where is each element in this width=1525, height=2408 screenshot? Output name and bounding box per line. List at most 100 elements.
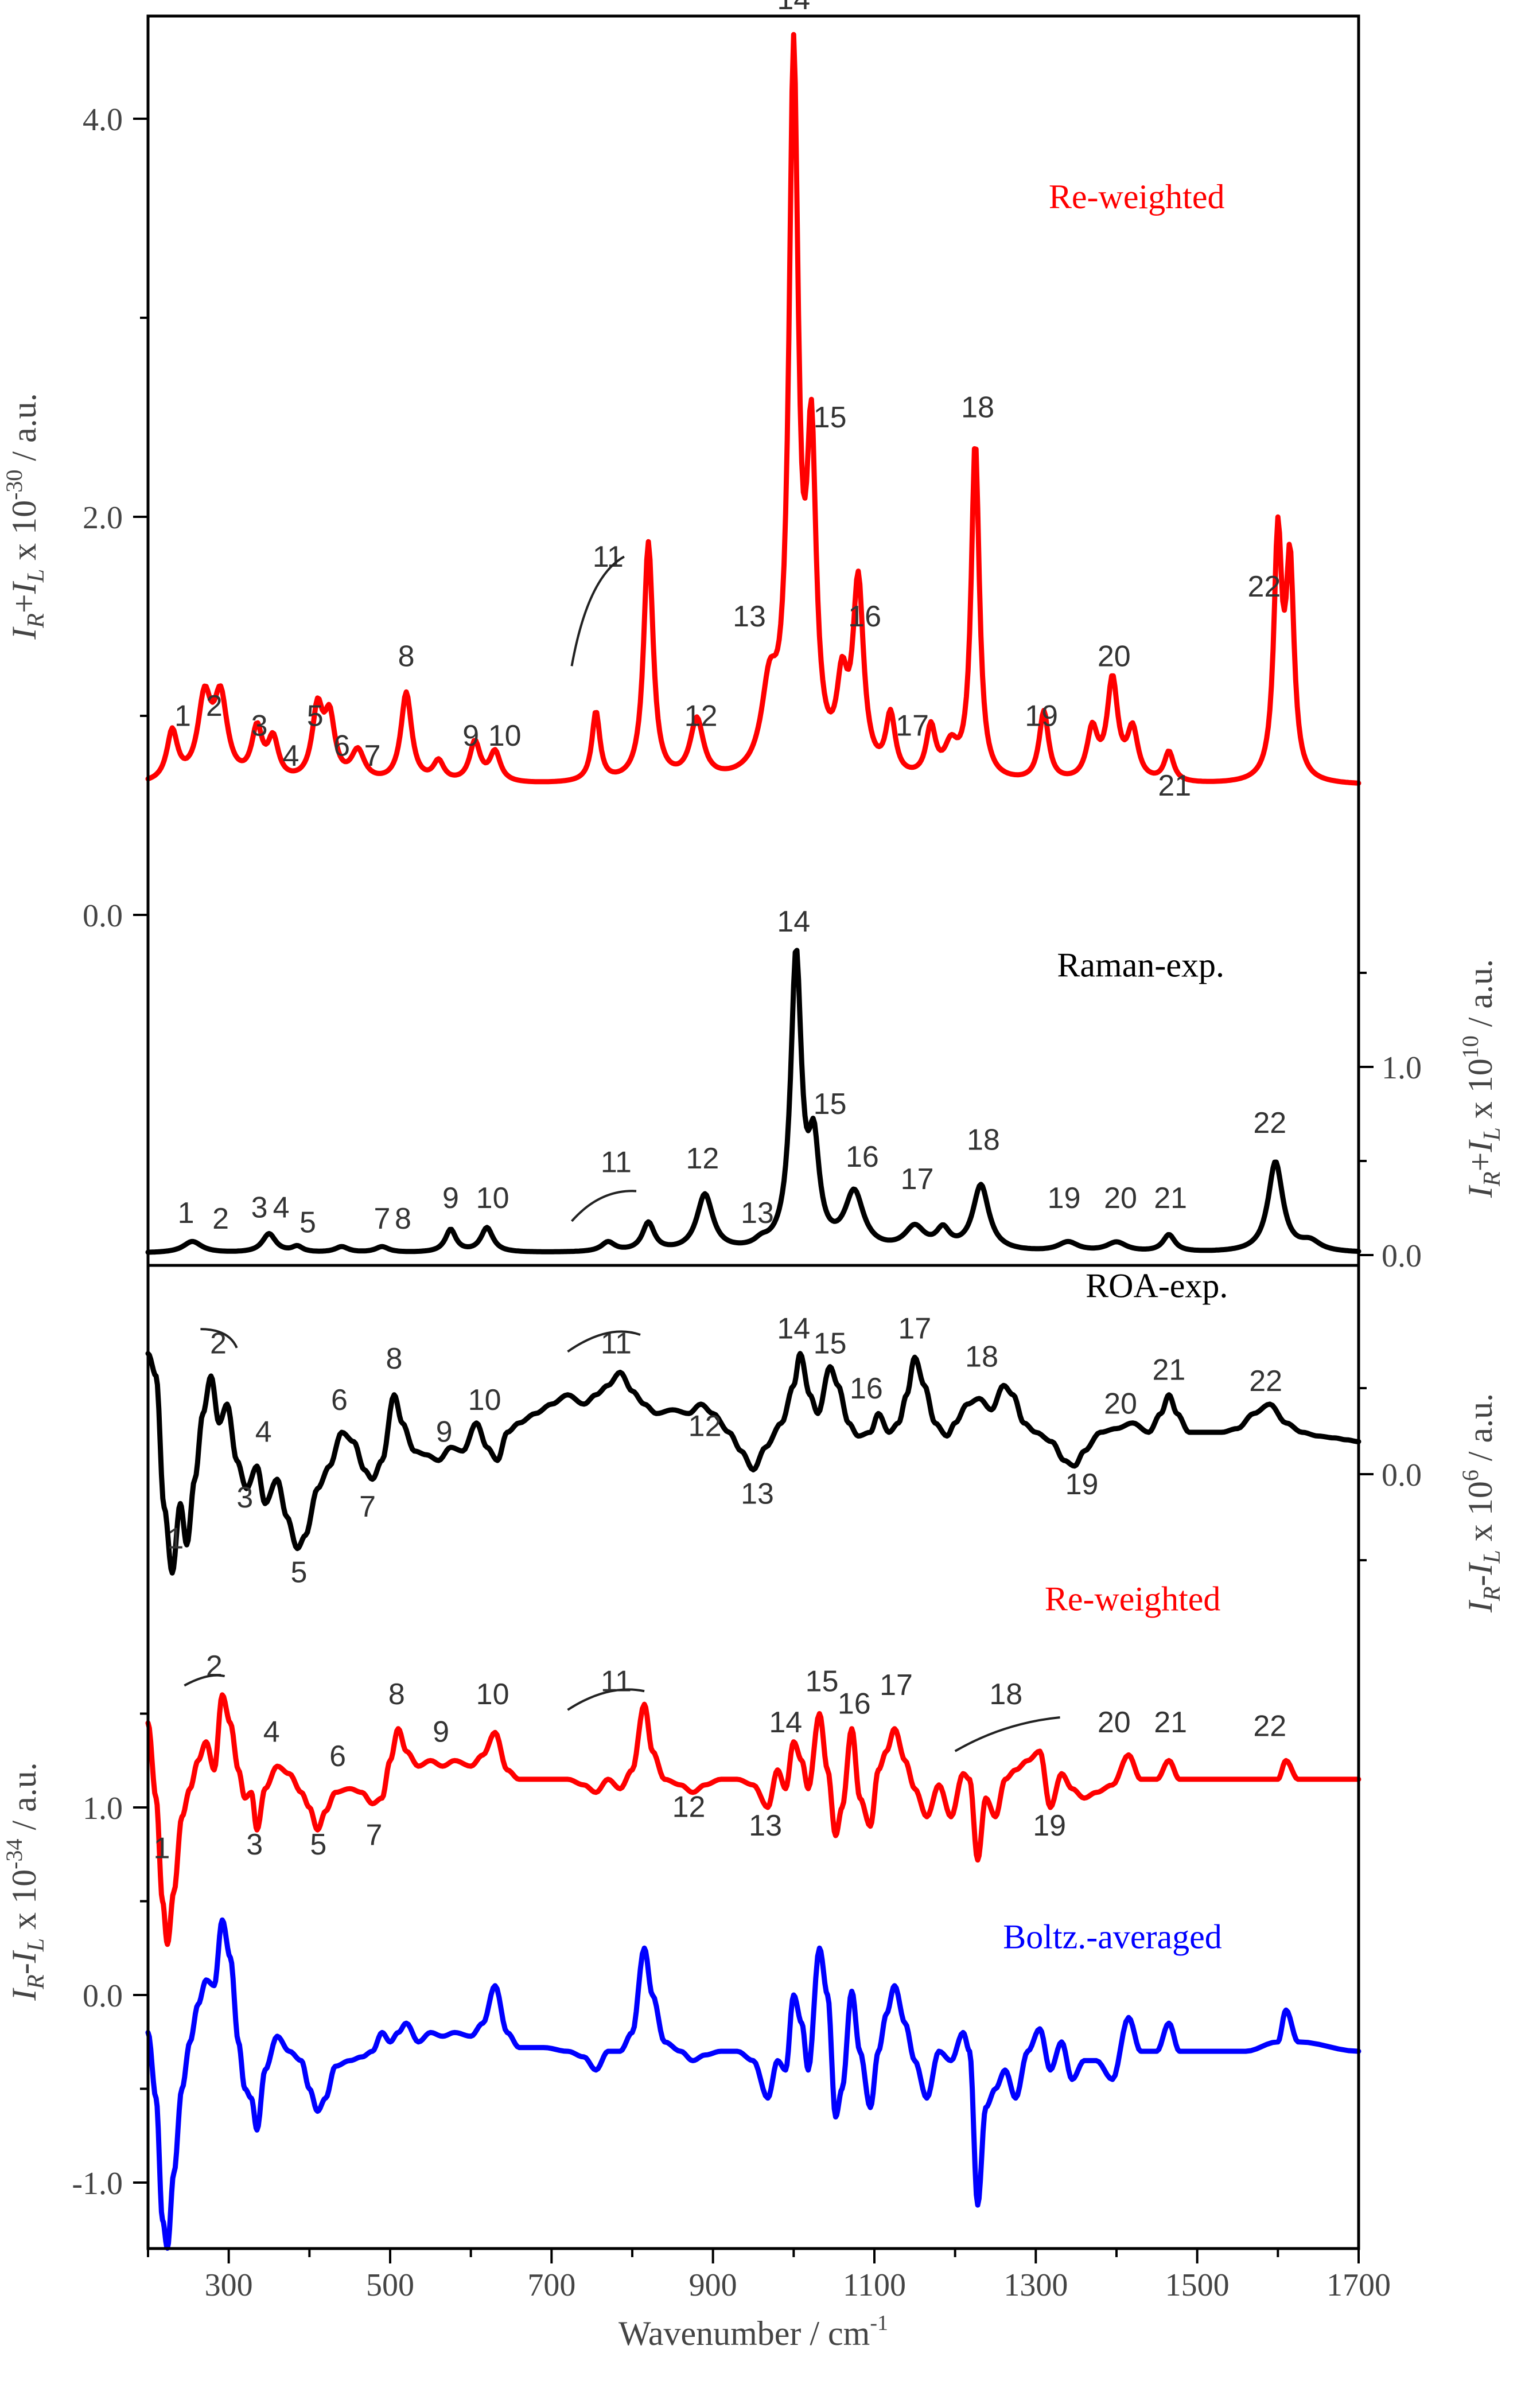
raman-exp-peak-label-15: 15 — [814, 1088, 847, 1121]
reweighted-roa-peak-label-5: 5 — [310, 1828, 326, 1861]
reweighted-raman-peak-label-15: 15 — [814, 401, 847, 434]
roa-right-axis-title-part: / a.u. — [1461, 1393, 1499, 1470]
roa-exp-peak-label-20: 20 — [1104, 1387, 1137, 1420]
lower-panel-frame — [146, 1264, 1360, 2250]
raman-left-axis-tick-label: 0.0 — [83, 898, 123, 934]
raman-left-axis-title-part: + — [5, 594, 43, 613]
raman-right-axis-title-part: I — [1461, 1139, 1499, 1153]
reweighted-raman-peak-label-4: 4 — [283, 739, 299, 773]
trace-raman-exp — [145, 948, 1361, 1255]
x-tick-label-1700: 1700 — [1326, 2267, 1391, 2303]
reweighted-raman-peak-label-21: 21 — [1158, 769, 1191, 802]
roa-right-axis-title-part: - — [1461, 1575, 1499, 1587]
trace-label-roa-exp-3: ROA-exp. — [1086, 1267, 1228, 1305]
reweighted-roa-peak-label-17: 17 — [880, 1669, 913, 1702]
raman-exp-peak-label-12: 12 — [686, 1142, 719, 1175]
raman-exp-peak-label-4: 4 — [273, 1191, 290, 1224]
label-layer: Boltz.-averaged Re-weighted Raman-exp. ROA-… — [1003, 178, 1228, 1955]
roa-exp-peak-label-15: 15 — [814, 1327, 847, 1361]
reweighted-roa-peak-label-2: 2 — [206, 1650, 223, 1683]
roa-left-axis-tick-label: 0.0 — [83, 1978, 123, 2014]
reweighted-roa-peak-label-22: 22 — [1253, 1710, 1286, 1743]
trace-label-re-weighted-1: Re-weighted — [1049, 178, 1225, 216]
bracket-11-raman-exp — [571, 1190, 637, 1222]
raman-left-axis-title: IR+IL x 10-30 / a.u. — [1, 393, 49, 640]
trace-label-raman-exp-2: Raman-exp. — [1057, 946, 1224, 984]
x-tick-label-1300: 1300 — [1003, 2267, 1068, 2303]
reweighted-raman-peak-label-10: 10 — [488, 719, 522, 753]
roa-exp-peak-label-7: 7 — [359, 1490, 376, 1523]
roa-right-axis-title-part: x 10 — [1461, 1481, 1499, 1550]
raman-exp-peak-label-14: 14 — [777, 905, 810, 938]
roa-exp-peak-label-19: 19 — [1065, 1468, 1099, 1501]
raman-exp-peak-label-10: 10 — [476, 1182, 509, 1215]
roa-left-axis-title-part: L — [23, 1938, 49, 1952]
reweighted-raman-peak-label-3: 3 — [251, 710, 268, 743]
raman-right-axis-title-part: R — [1479, 1171, 1505, 1187]
raman-left-axis-title-part: R — [23, 613, 49, 629]
raman-exp-peak-label-8: 8 — [395, 1202, 411, 1236]
raman-exp-peak-label-22: 22 — [1253, 1106, 1286, 1140]
reweighted-roa-peak-label-20: 20 — [1098, 1706, 1131, 1739]
trace-label-re-weighted-4: Re-weighted — [1045, 1580, 1221, 1618]
roa-left-axis-title-part: / a.u. — [5, 1762, 43, 1838]
bracket-2-roa-exp — [200, 1328, 238, 1349]
x-tick-label-700: 700 — [527, 2267, 575, 2303]
reweighted-roa-peak-label-3: 3 — [246, 1828, 263, 1861]
raman-left-axis-title-part: I — [5, 580, 43, 594]
reweighted-raman-peak-label-8: 8 — [398, 640, 415, 673]
roa-exp-peak-label-5: 5 — [291, 1556, 308, 1589]
bracket-2-reweighted-roa — [184, 1674, 225, 1687]
raman-right-axis-title-part: 10 — [1457, 1035, 1483, 1058]
roa-exp-peak-label-16: 16 — [850, 1372, 883, 1405]
bracket-11-reweighted-roa — [567, 1688, 645, 1711]
raman-right-axis-title-part: x 10 — [1461, 1058, 1499, 1127]
roa-exp-peak-label-8: 8 — [386, 1342, 403, 1376]
x-tick-label-500: 500 — [366, 2267, 414, 2303]
reweighted-roa-peak-label-19: 19 — [1033, 1809, 1066, 1842]
raman-right-axis-title: IR+IL x 1010 / a.u. — [1457, 959, 1505, 1198]
raman-left-axis-title-part: L — [23, 569, 49, 583]
raman-exp-peak-label-9: 9 — [442, 1182, 459, 1215]
roa-left-axis-title-part: -34 — [1, 1839, 27, 1869]
raman-exp-peak-label-11: 11 — [601, 1146, 632, 1179]
raman-right-axis-title-part: L — [1479, 1127, 1505, 1141]
reweighted-raman-peak-label-9: 9 — [462, 719, 479, 753]
roa-exp-peak-label-6: 6 — [331, 1384, 348, 1417]
reweighted-roa-peak-label-7: 7 — [365, 1818, 382, 1852]
roa-exp-peak-label-13: 13 — [741, 1477, 774, 1510]
reweighted-raman-peak-label-1: 1 — [174, 699, 191, 732]
reweighted-roa-peak-label-12: 12 — [672, 1790, 706, 1823]
reweighted-raman-peak-label-22: 22 — [1247, 570, 1281, 603]
trace-roa-re-weighted — [145, 1692, 1361, 1947]
trace-layer — [145, 32, 1361, 2251]
reweighted-raman-peak-label-17: 17 — [896, 710, 929, 743]
reweighted-roa-peak-label-15: 15 — [806, 1665, 839, 1698]
roa-right-axis-title: IR-IL x 106 / a.u. — [1457, 1393, 1505, 1613]
roa-exp-peak-label-18: 18 — [965, 1341, 998, 1374]
roa-exp-peak-label-9: 9 — [436, 1415, 453, 1448]
raman-exp-peak-label-18: 18 — [967, 1123, 1000, 1156]
reweighted-roa-peak-label-14: 14 — [769, 1706, 802, 1739]
reweighted-raman-peak-label-12: 12 — [684, 699, 718, 732]
roa-left-axis-title: IR-IL x 10-34 / a.u. — [1, 1762, 49, 2001]
reweighted-roa-peak-label-13: 13 — [749, 1809, 782, 1842]
raman-left-axis-title-part: x 10 — [5, 500, 43, 569]
reweighted-roa-peak-label-21: 21 — [1154, 1706, 1187, 1739]
raman-exp-peak-label-1: 1 — [178, 1197, 194, 1230]
raman-exp-peak-label-17: 17 — [901, 1163, 934, 1196]
reweighted-roa-peak-label-1: 1 — [153, 1832, 170, 1865]
bracket-11-reweighted-raman — [570, 555, 625, 667]
raman-exp-peak-label-16: 16 — [846, 1140, 879, 1174]
bracket-11-roa-exp — [567, 1330, 641, 1353]
bracket-18-reweighted-roa — [954, 1716, 1060, 1752]
roa-exp-peak-label-17: 17 — [898, 1312, 931, 1346]
raman-exp-peak-label-13: 13 — [741, 1197, 774, 1230]
reweighted-raman-peak-label-6: 6 — [333, 729, 350, 762]
raman-exp-peak-label-19: 19 — [1048, 1182, 1081, 1215]
raman-left-axis-title-part: I — [5, 626, 43, 640]
roa-right-axis-title-part: 6 — [1457, 1470, 1483, 1481]
reweighted-raman-peak-label-11: 11 — [593, 540, 624, 574]
roa-left-axis-title-part: R — [23, 1974, 49, 1990]
